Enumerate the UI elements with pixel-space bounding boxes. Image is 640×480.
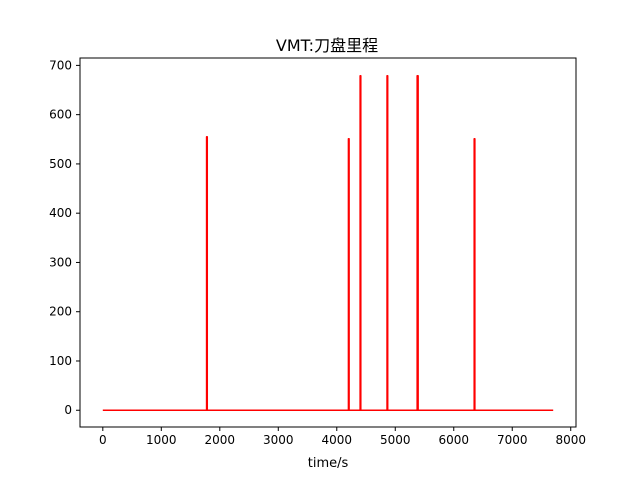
- x-tick-label: 3000: [263, 433, 294, 447]
- y-tick-label: 100: [49, 354, 72, 368]
- x-tick-label: 6000: [438, 433, 469, 447]
- y-tick-label: 0: [64, 403, 72, 417]
- plot-area: [102, 74, 554, 412]
- x-axis: 0 1000 2000 3000 4000 5000 6000 7000 8000: [99, 427, 586, 447]
- y-axis: 0 100 200 300 400 500 600 700: [49, 58, 80, 417]
- x-axis-label: time/s: [308, 456, 349, 471]
- x-tick-label: 0: [99, 433, 107, 447]
- y-tick-label: 500: [49, 157, 72, 171]
- x-tick-label: 5000: [380, 433, 411, 447]
- y-tick-label: 700: [49, 58, 72, 72]
- y-tick-label: 400: [49, 206, 72, 220]
- x-tick-label: 4000: [322, 433, 353, 447]
- y-tick-label: 300: [49, 255, 72, 269]
- y-tick-label: 200: [49, 305, 72, 319]
- x-tick-label: 2000: [205, 433, 236, 447]
- x-tick-label: 7000: [497, 433, 528, 447]
- chart-title: VMT:刀盘里程: [276, 36, 378, 55]
- x-tick-label: 1000: [146, 433, 177, 447]
- axes-frame: [79, 57, 577, 428]
- x-tick-label: 8000: [555, 433, 586, 447]
- series-line: [102, 74, 554, 412]
- y-tick-label: 600: [49, 108, 72, 122]
